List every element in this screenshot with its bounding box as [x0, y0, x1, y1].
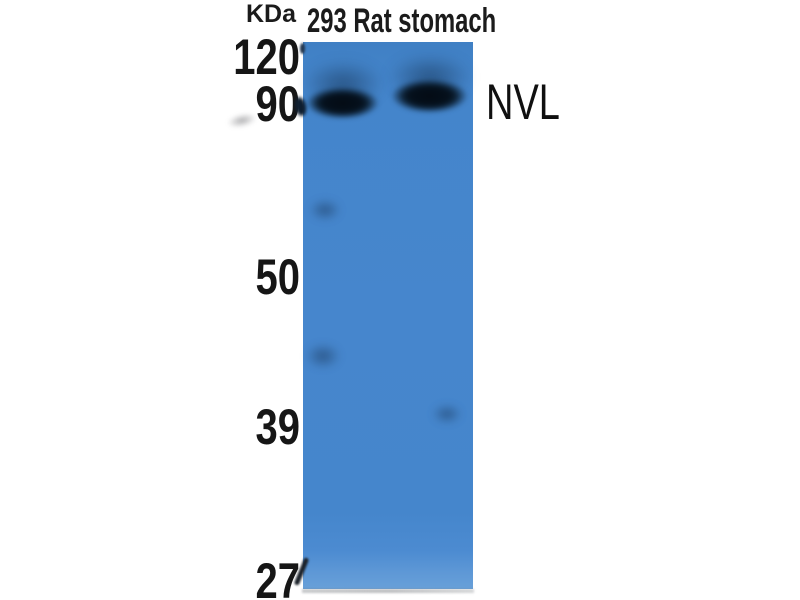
- artifact-smudge: [309, 199, 341, 221]
- lane-labels: 293 Rat stomach: [307, 2, 497, 40]
- marker-50: 50: [255, 249, 301, 305]
- blot-bottom-shadow: [302, 589, 474, 593]
- protein-band-lane1: [306, 87, 379, 119]
- unit-label: KDa: [246, 0, 297, 28]
- marker-90: 90: [255, 76, 301, 132]
- protein-band-lane2: [391, 79, 468, 113]
- artifact-smudge: [305, 343, 341, 369]
- band-label-nvl: NVL: [486, 74, 560, 130]
- marker-120: 120: [233, 29, 300, 85]
- artifact-nick: [300, 43, 305, 54]
- marker-39: 39: [255, 399, 301, 455]
- blot-membrane: [301, 42, 473, 589]
- artifact-smudge: [432, 404, 462, 424]
- marker-27: 27: [255, 553, 301, 600]
